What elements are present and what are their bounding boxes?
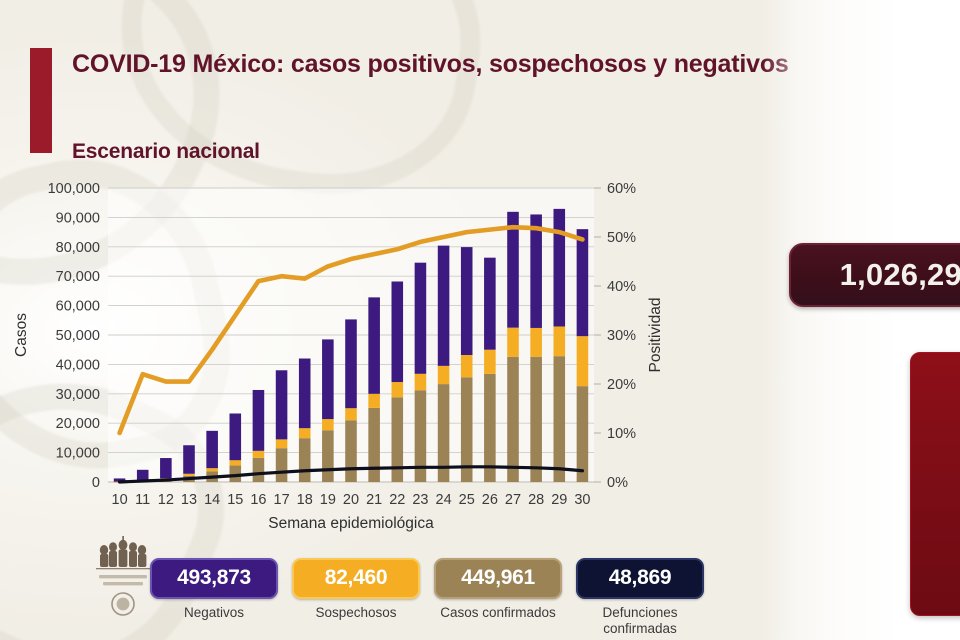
svg-text:20%: 20% — [607, 377, 636, 393]
svg-text:16: 16 — [250, 492, 266, 508]
svg-text:29: 29 — [551, 492, 567, 508]
svg-text:15: 15 — [227, 492, 243, 508]
svg-text:Positividad: Positividad — [647, 298, 664, 373]
legend-item-sospechosos: 82,460 Sospechosos — [292, 558, 420, 621]
svg-text:14: 14 — [204, 492, 220, 508]
svg-text:50,000: 50,000 — [56, 328, 100, 344]
svg-text:10,000: 10,000 — [56, 446, 100, 462]
svg-text:90,000: 90,000 — [56, 210, 100, 226]
svg-text:20: 20 — [343, 492, 359, 508]
svg-text:60,000: 60,000 — [56, 299, 100, 315]
svg-text:50%: 50% — [607, 230, 636, 246]
svg-text:30: 30 — [574, 492, 590, 508]
svg-text:18: 18 — [297, 492, 313, 508]
svg-text:10%: 10% — [607, 426, 636, 442]
svg-text:12: 12 — [158, 492, 174, 508]
svg-text:Semana epidemiológica: Semana epidemiológica — [268, 515, 434, 532]
legend-label-defunciones: Defunciones confirmadas — [602, 605, 678, 636]
government-seal — [96, 536, 150, 616]
svg-text:24: 24 — [436, 492, 452, 508]
total-counter-box: 1,026,294 — [789, 243, 960, 307]
svg-text:11: 11 — [135, 492, 150, 508]
svg-text:28: 28 — [528, 492, 544, 508]
legend-value-sospechosos: 82,460 — [292, 558, 420, 599]
page-title: COVID-19 México: casos positivos, sospec… — [72, 50, 789, 78]
svg-text:30,000: 30,000 — [56, 387, 100, 403]
svg-text:25: 25 — [459, 492, 475, 508]
svg-text:30%: 30% — [607, 328, 636, 344]
svg-text:23: 23 — [412, 492, 428, 508]
svg-text:40,000: 40,000 — [56, 357, 100, 373]
svg-text:21: 21 — [366, 492, 382, 508]
title-accent-bar — [30, 48, 52, 153]
svg-text:22: 22 — [389, 492, 405, 508]
total-counter-value: 1,026,294 — [839, 257, 960, 292]
svg-text:19: 19 — [320, 492, 336, 508]
svg-text:27: 27 — [505, 492, 521, 508]
svg-text:26: 26 — [482, 492, 498, 508]
chart-svg: 0 10,000 20,000 30,000 40,000 50,000 60,000 70,… — [13, 181, 664, 532]
chart-legend: 493,873 Negativos 82,460 Sospechosos 449… — [150, 558, 720, 637]
svg-text:100,000: 100,000 — [48, 181, 100, 197]
legend-label-negativos: Negativos — [183, 605, 245, 620]
legend-label-casos-confirmados: Casos confirmados — [440, 605, 556, 620]
covid-chart: 0 10,000 20,000 30,000 40,000 50,000 60,000 70,… — [0, 170, 760, 540]
svg-text:60%: 60% — [607, 181, 636, 197]
page-subtitle: Escenario nacional — [72, 140, 260, 163]
svg-text:0: 0 — [92, 475, 100, 491]
svg-text:80,000: 80,000 — [56, 240, 100, 256]
svg-text:20,000: 20,000 — [56, 416, 100, 432]
legend-item-casos-confirmados: 449,961 Casos confirmados — [434, 558, 562, 621]
legend-item-defunciones: 48,869 Defunciones confirmadas — [576, 558, 704, 637]
right-red-panel — [910, 352, 960, 616]
svg-text:13: 13 — [181, 492, 197, 508]
legend-value-casos-confirmados: 449,961 — [434, 558, 562, 599]
svg-text:17: 17 — [274, 492, 290, 508]
legend-value-negativos: 493,873 — [150, 558, 278, 599]
svg-text:40%: 40% — [607, 279, 636, 295]
legend-value-defunciones: 48,869 — [576, 558, 704, 599]
legend-item-negativos: 493,873 Negativos — [150, 558, 278, 621]
legend-label-sospechosos: Sospechosos — [315, 605, 397, 620]
svg-text:Casos: Casos — [13, 313, 30, 357]
svg-text:0%: 0% — [607, 475, 628, 491]
svg-text:70,000: 70,000 — [56, 269, 100, 285]
svg-text:10: 10 — [112, 492, 128, 508]
